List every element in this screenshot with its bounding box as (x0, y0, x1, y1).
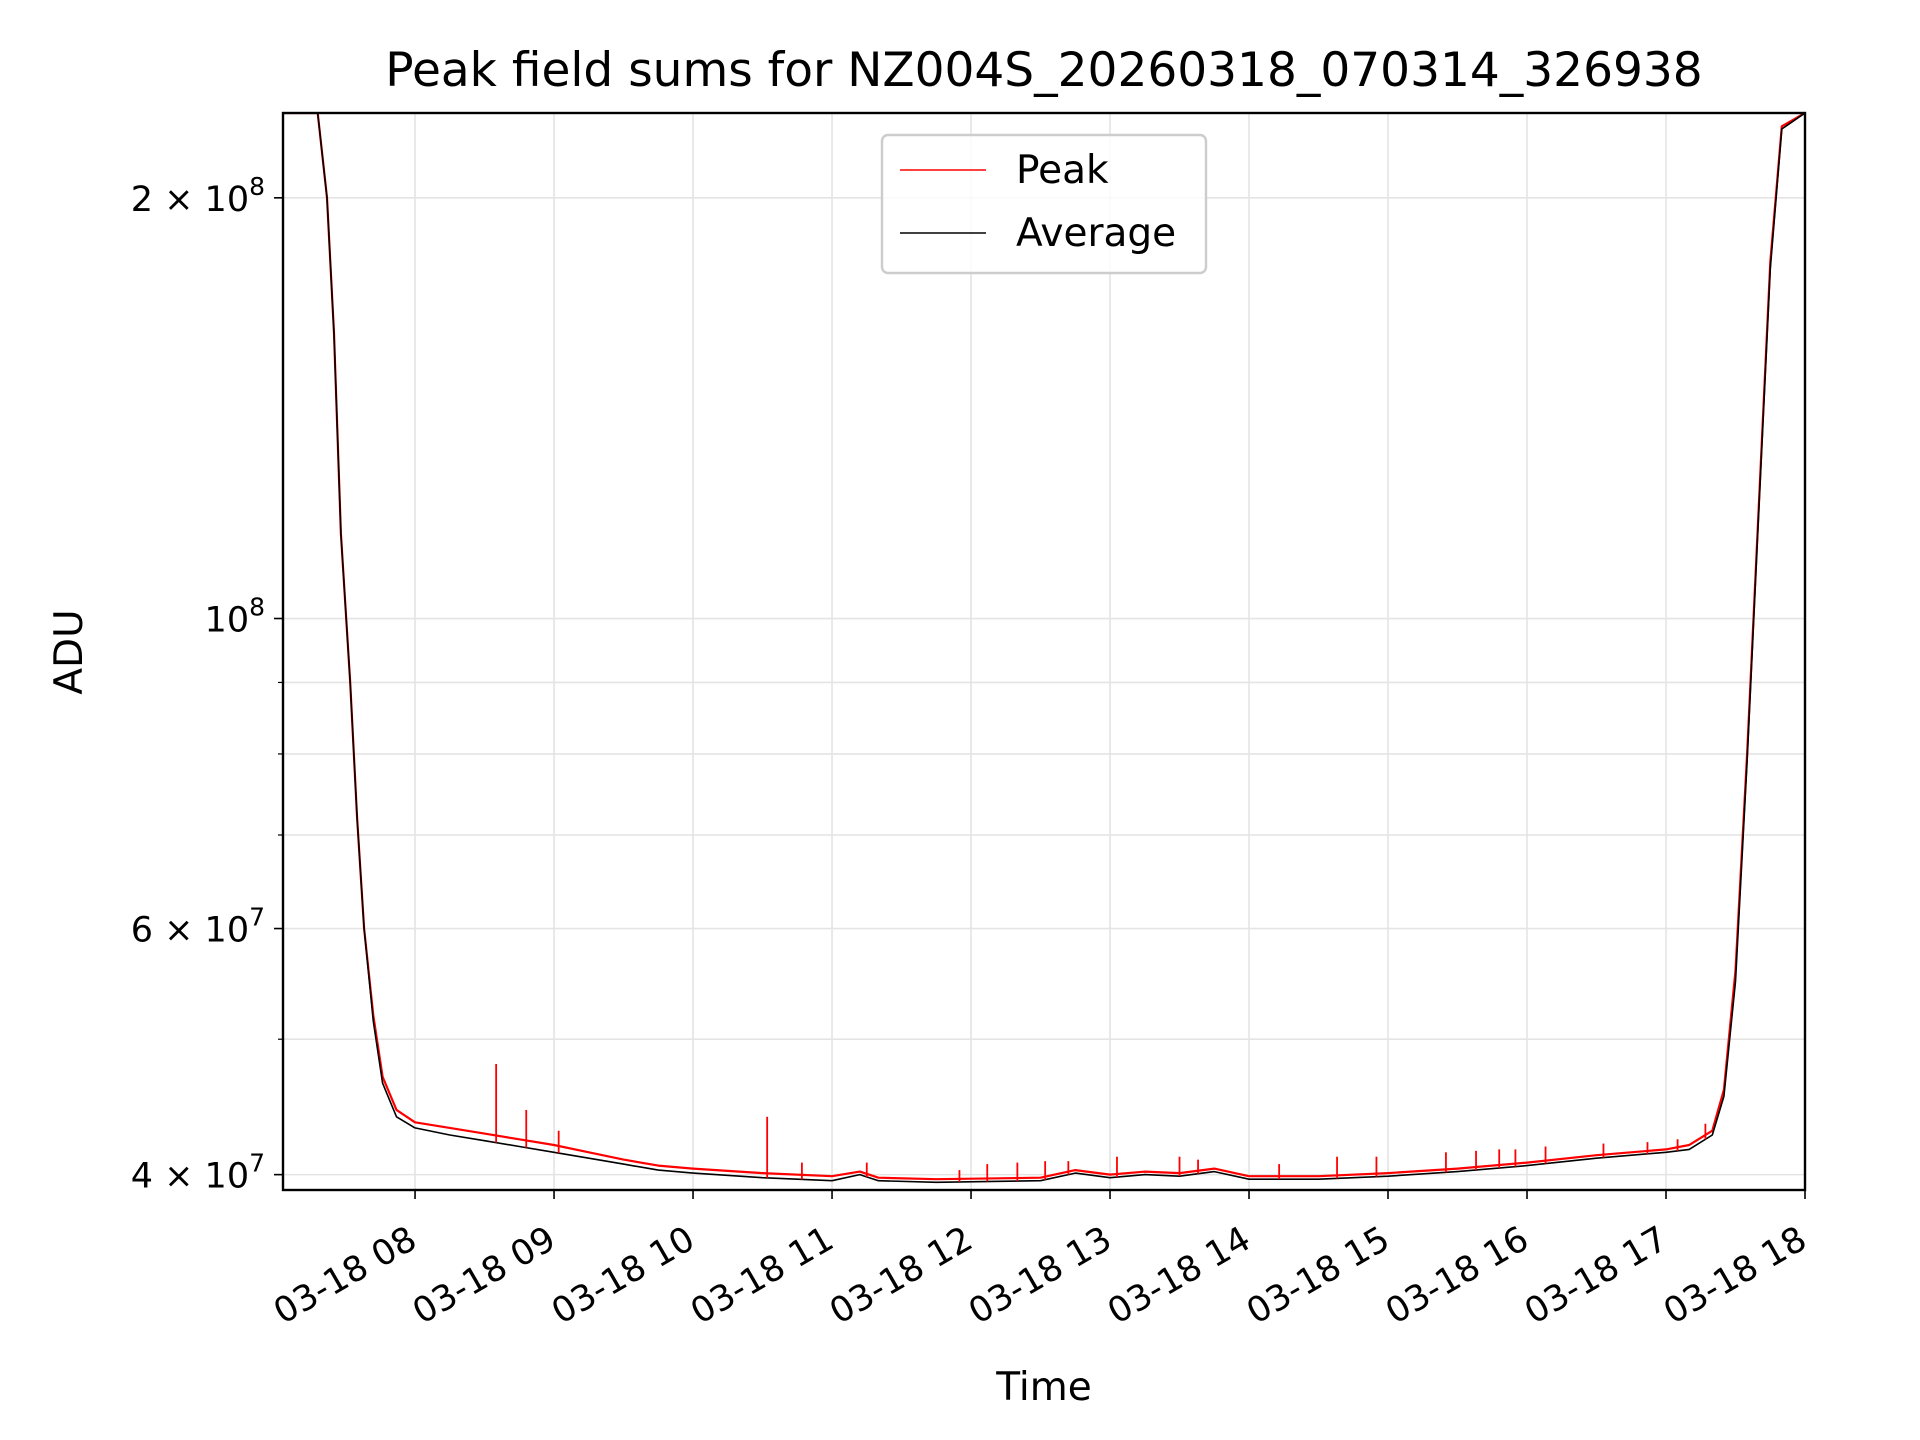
y-tick-label: 108 (205, 593, 265, 641)
y-tick-label: 2 × 108 (131, 172, 265, 220)
series-layer (283, 113, 1805, 1184)
x-axis-label: Time (995, 1365, 1091, 1410)
y-tick-label: 4 × 107 (131, 1149, 265, 1197)
legend-label-average: Average (1016, 211, 1176, 256)
series-line-average (283, 113, 1805, 1184)
legend: Peak Average (880, 133, 1208, 275)
y-tick-label: 6 × 107 (131, 903, 265, 951)
legend-label-peak: Peak (1016, 148, 1109, 193)
chart-title: Peak field sums for NZ004S_20260318_0703… (385, 43, 1702, 98)
plot-frame (281, 111, 1807, 1192)
y-axis-label: ADU (47, 609, 92, 694)
